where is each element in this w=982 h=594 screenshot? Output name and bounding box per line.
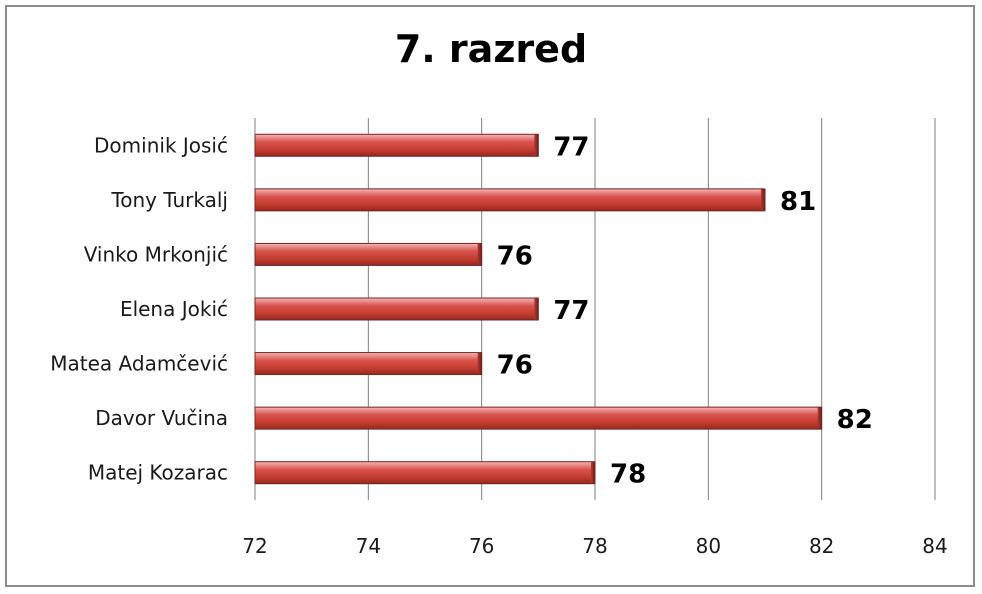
- category-label: Matej Kozarac: [88, 461, 228, 485]
- category-label: Dominik Josić: [94, 133, 228, 157]
- bar-outline: [254, 188, 766, 212]
- x-tick-label: 84: [922, 534, 947, 558]
- bar-body: [255, 243, 482, 266]
- bar: [254, 188, 766, 212]
- category-label: Matea Adamčević: [50, 352, 228, 376]
- bar: [254, 242, 483, 266]
- bar-body: [255, 461, 595, 484]
- bar-end-cap: [761, 188, 765, 211]
- bar-body: [255, 407, 822, 430]
- x-tick-label: 74: [356, 534, 381, 558]
- bar: [254, 133, 539, 157]
- bar: [254, 406, 823, 430]
- data-label: 76: [497, 351, 533, 381]
- bar-body: [255, 298, 539, 320]
- bar-body: [255, 134, 539, 157]
- bar-outline: [254, 133, 539, 157]
- data-label: 82: [837, 405, 873, 435]
- category-label: Davor Vučina: [95, 406, 228, 430]
- labels-layer: 72 74 76 78 80 82 84 Dominik Josić 77 Tony Turkal…: [50, 132, 947, 558]
- category-label: Elena Jokić: [120, 297, 228, 321]
- category-label: Tony Turkalj: [110, 188, 228, 212]
- data-label: 76: [497, 241, 533, 271]
- x-tick-label: 72: [242, 534, 267, 558]
- bar-end-cap: [534, 298, 539, 320]
- data-label: 78: [610, 460, 646, 490]
- bar: [254, 352, 483, 376]
- bar-body: [255, 188, 765, 211]
- bar-end-cap: [477, 243, 482, 266]
- x-tick-label: 80: [696, 534, 721, 558]
- data-label: 77: [553, 296, 589, 326]
- bar-outline: [254, 297, 539, 321]
- bar-outline: [254, 406, 823, 430]
- x-tick-label: 76: [469, 534, 494, 558]
- bar-end-cap: [591, 461, 595, 484]
- data-label: 81: [780, 187, 816, 217]
- x-tick-label: 82: [809, 534, 834, 558]
- bar-end-cap: [817, 407, 822, 430]
- bar: [254, 297, 539, 321]
- bar: [254, 461, 596, 485]
- bar-end-cap: [477, 352, 482, 375]
- bar-end-cap: [534, 134, 539, 157]
- chart-frame: [5, 5, 975, 587]
- data-label: 77: [553, 132, 589, 162]
- bar-outline: [254, 242, 483, 266]
- category-label: Vinko Mrkonjić: [84, 242, 228, 266]
- bar-outline: [254, 461, 596, 485]
- x-tick-label: 78: [582, 534, 607, 558]
- chart-title: 7. razred: [394, 27, 588, 71]
- bar-body: [255, 352, 482, 375]
- bar-outline: [254, 352, 483, 376]
- bars-layer: [254, 133, 823, 485]
